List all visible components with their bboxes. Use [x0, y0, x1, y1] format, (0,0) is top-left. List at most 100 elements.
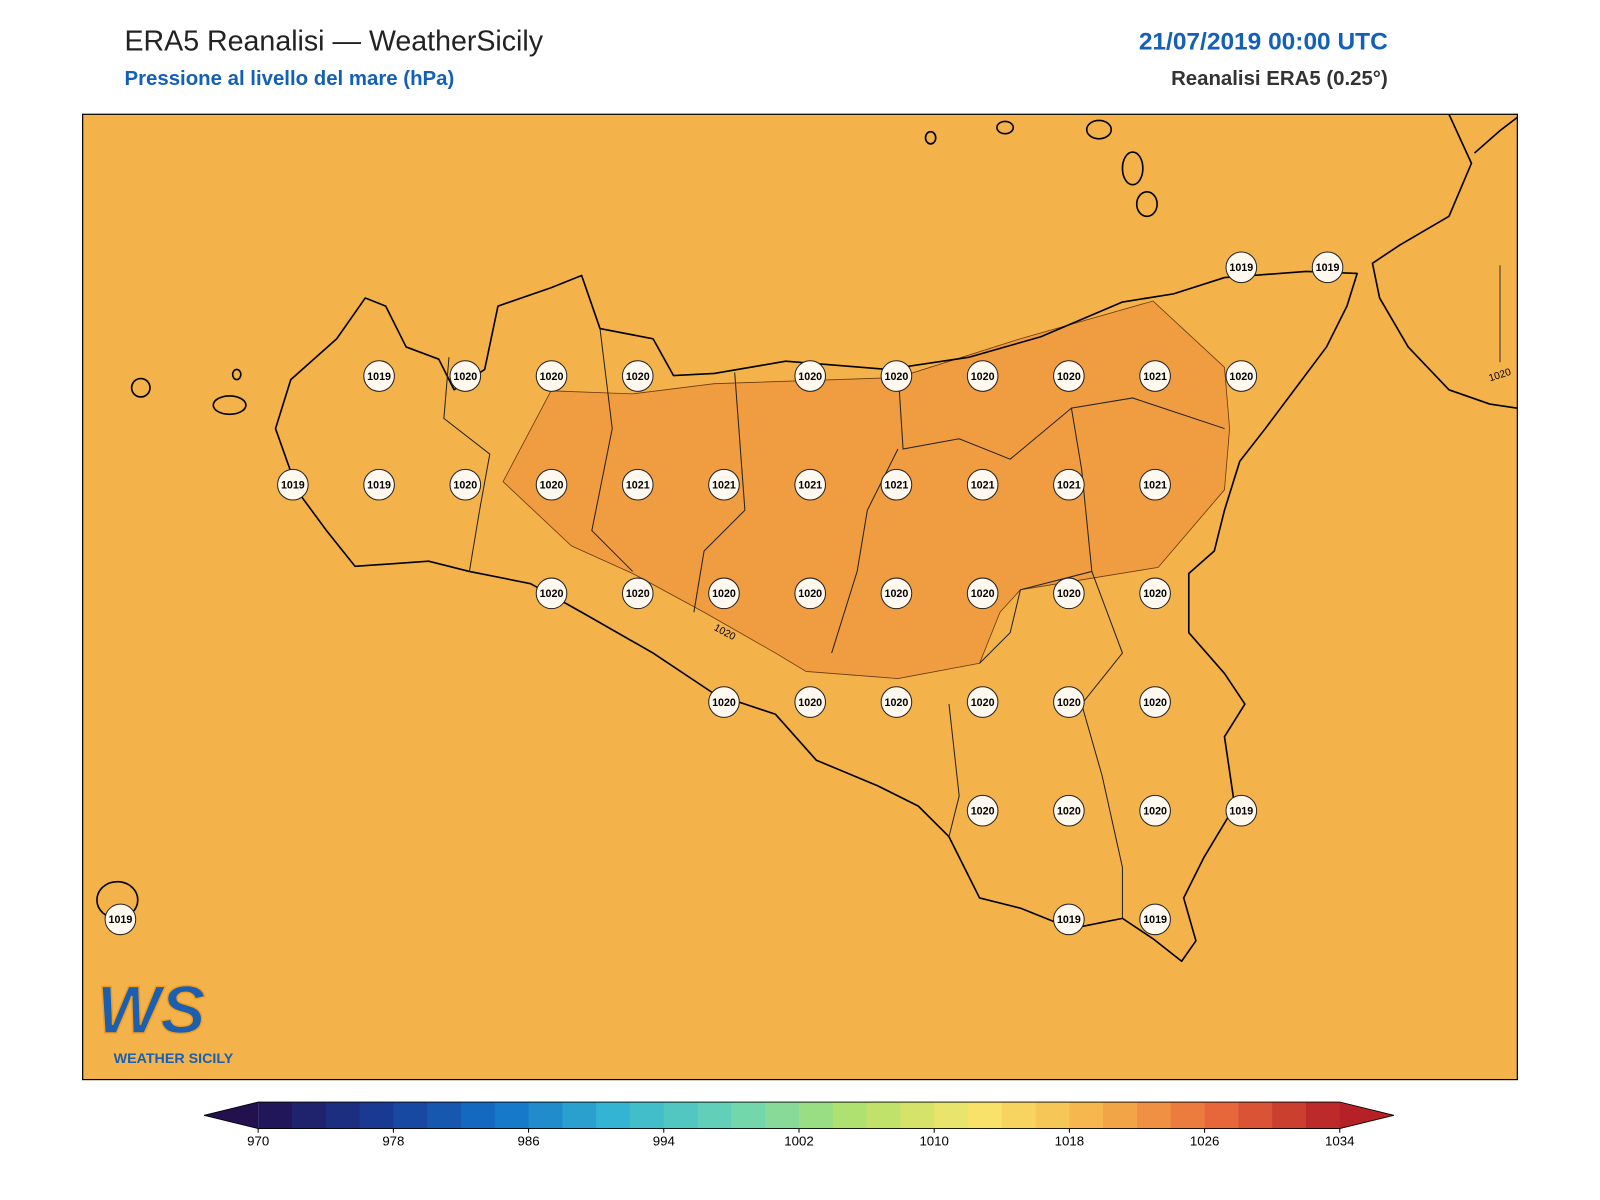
stations: 1019 1019 1019 1020 1020 1020 1020 1020 1020 1020… [104, 251, 1344, 936]
station-marker [1139, 903, 1171, 936]
station-marker [966, 686, 999, 718]
station-value: 1019 [109, 914, 133, 926]
station-marker [794, 686, 827, 718]
logo-mark: WS [97, 973, 206, 1048]
station-marker [794, 577, 827, 610]
station-value: 1020 [1143, 588, 1167, 600]
station-marker [104, 903, 137, 936]
station-value: 1020 [798, 371, 822, 383]
station-value: 1019 [1229, 806, 1253, 818]
station-marker [449, 468, 482, 501]
station-marker [1139, 468, 1171, 501]
colorbar-box [1035, 1102, 1070, 1129]
colorbar-box [697, 1102, 732, 1129]
station-marker [1053, 577, 1085, 610]
colorbar-tick-label: 1018 [1055, 1133, 1084, 1148]
station-value: 1020 [1057, 588, 1081, 600]
station-marker [1139, 577, 1171, 610]
colorbar-box [427, 1102, 462, 1129]
colorbar-box [934, 1102, 969, 1129]
colorbar-box [967, 1102, 1003, 1129]
station-marker [1225, 360, 1258, 392]
station-value: 1019 [367, 371, 391, 383]
calabria-coast [1371, 113, 1518, 409]
colorbar-box [1069, 1102, 1104, 1129]
colorbar-box [291, 1102, 327, 1129]
station-value: 1021 [1143, 480, 1167, 492]
station-marker [1053, 903, 1085, 936]
station-value: 1021 [971, 480, 995, 492]
colorbar-box [765, 1102, 800, 1129]
colorbar-box [866, 1102, 901, 1129]
station-marker [1053, 360, 1085, 392]
colorbar-tick-label: 1026 [1190, 1133, 1219, 1148]
station-marker [1225, 794, 1258, 827]
station-value: 1020 [971, 806, 995, 818]
station-value: 1020 [885, 697, 909, 709]
station-value: 1020 [1229, 371, 1253, 383]
station-value: 1020 [1057, 371, 1081, 383]
station-value: 1020 [626, 588, 650, 600]
station-value: 1019 [367, 480, 391, 492]
colorbar-box [663, 1102, 699, 1129]
colorbar-box [393, 1102, 428, 1129]
colorbar-tick-label: 994 [653, 1133, 675, 1148]
station-value: 1020 [453, 371, 477, 383]
title: ERA5 Reanalisi — WeatherSicily [124, 25, 543, 57]
station-value: 1020 [453, 480, 477, 492]
datetime: 21/07/2019 00:00 UTC [1139, 28, 1388, 55]
station-marker [1053, 686, 1085, 718]
colorbar-extend-high [1339, 1102, 1394, 1129]
station-value: 1020 [971, 588, 995, 600]
colorbar-box [1170, 1102, 1206, 1129]
colorbar-box [359, 1102, 394, 1129]
station-value: 1019 [1229, 262, 1253, 274]
station-marker [708, 577, 740, 610]
station-value: 1021 [626, 480, 650, 492]
colorbar-tick-label: 1010 [919, 1133, 948, 1148]
station-value: 1019 [1316, 262, 1340, 274]
colorbar-box [731, 1102, 766, 1129]
station-marker [1139, 360, 1171, 392]
station-value: 1021 [712, 480, 736, 492]
colorbar-box [562, 1102, 597, 1129]
province-borders [443, 328, 1225, 919]
colorbar-box [1238, 1102, 1273, 1129]
station-marker [880, 468, 913, 501]
station-value: 1020 [540, 371, 564, 383]
station-value: 1020 [712, 588, 736, 600]
colorbar-box [1272, 1102, 1307, 1129]
station-value: 1019 [1143, 914, 1167, 926]
station-value: 1021 [798, 480, 822, 492]
colorbar-box [832, 1102, 868, 1129]
logo-name: WEATHER SICILY [114, 1051, 234, 1067]
station-marker [1139, 794, 1171, 827]
station-marker [708, 686, 740, 718]
station-value: 1021 [885, 480, 909, 492]
station-marker [966, 468, 999, 501]
station-marker [794, 360, 827, 392]
station-marker [621, 577, 654, 610]
station-value: 1021 [1143, 371, 1167, 383]
colorbar-extend-low [204, 1102, 259, 1129]
station-marker [1225, 251, 1258, 284]
station-value: 1019 [281, 480, 305, 492]
station-value: 1020 [885, 588, 909, 600]
station-value: 1020 [1143, 806, 1167, 818]
colorbar-box [325, 1102, 361, 1129]
station-value: 1019 [1057, 914, 1081, 926]
colorbar: 970 978 986 994 1002 1010 1018 1026 1034 [203, 1101, 1394, 1148]
colorbar-box [900, 1102, 935, 1129]
station-value: 1020 [1143, 697, 1167, 709]
station-marker [880, 360, 913, 392]
colorbar-tick-label: 986 [518, 1133, 540, 1148]
station-marker [535, 360, 568, 392]
station-value: 1020 [540, 588, 564, 600]
station-marker [1311, 251, 1344, 284]
station-marker [363, 360, 395, 392]
colorbar-box [258, 1102, 293, 1129]
station-marker [966, 577, 999, 610]
station-marker [1053, 468, 1085, 501]
colorbar-tick-label: 970 [247, 1133, 269, 1148]
